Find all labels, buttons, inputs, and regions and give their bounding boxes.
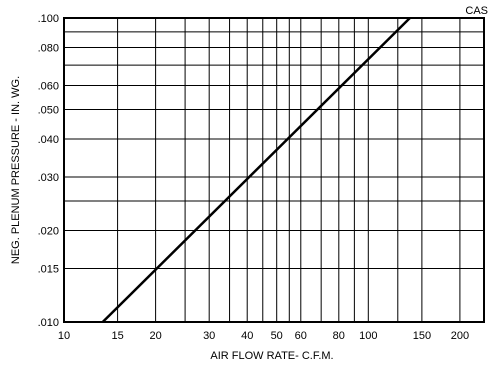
x-tick-label: 200 — [451, 330, 469, 342]
x-tick-label: 15 — [111, 330, 123, 342]
x-axis-label: AIR FLOW RATE- C.F.M. — [210, 350, 333, 362]
grid-lines — [63, 17, 484, 323]
y-tick-label: .015 — [38, 263, 59, 275]
x-tick-label: 10 — [58, 330, 70, 342]
x-tick-label: 20 — [149, 330, 161, 342]
plot-frame — [63, 17, 485, 323]
x-tick-label: 50 — [271, 330, 283, 342]
y-tick-labels: .010 .015 .020 .030 .040 .050 .060 .080 .100 — [38, 13, 59, 329]
x-tick-label: 150 — [413, 330, 431, 342]
y-tick-label: .040 — [38, 134, 59, 146]
y-tick-label: .080 — [38, 42, 59, 54]
y-axis-label: NEG. PLENUM PRESSURE - IN. WG. — [10, 76, 22, 264]
x-tick-label: 60 — [295, 330, 307, 342]
x-tick-label: 100 — [359, 330, 377, 342]
y-tick-label: .020 — [38, 225, 59, 237]
series-layer — [101, 17, 411, 323]
x-tick-label: 30 — [203, 330, 215, 342]
y-tick-label: .060 — [38, 80, 59, 92]
y-tick-label: .050 — [38, 105, 59, 117]
series-line — [101, 17, 411, 323]
y-tick-label: .010 — [38, 317, 59, 329]
chart-tag: CAS — [465, 5, 488, 17]
y-tick-label: .030 — [38, 172, 59, 184]
x-tick-label: 40 — [241, 330, 253, 342]
y-tick-label: .100 — [38, 13, 59, 25]
x-tick-labels: 10 15 20 30 40 50 60 80 100 150 200 — [58, 330, 469, 342]
x-tick-label: 80 — [333, 330, 345, 342]
